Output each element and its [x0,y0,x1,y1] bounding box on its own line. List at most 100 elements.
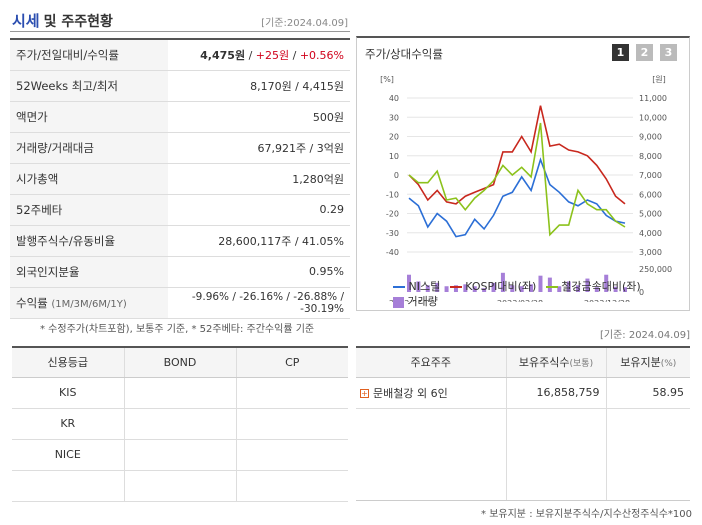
right-tick-label: 7,000 [639,171,662,180]
column-header: 주요주주 [356,346,507,378]
cp-cell [236,408,348,440]
holder-name-cell[interactable]: + 문배철강 외 6인 [356,377,507,409]
volume-tick-label: 250,000 [639,265,672,274]
volume-bar [529,284,534,292]
left-tick-label: -40 [386,248,399,257]
expand-plus-icon[interactable]: + [360,389,369,398]
series-line [408,105,626,205]
base-date-2: [기준: 2024.04.09] [599,330,690,341]
row-label: 거래량/거래대금 [10,132,168,164]
legend-item-kospi: KOSPI대비(좌) [449,280,536,293]
shares-cell: 16,858,759 [506,377,607,409]
volume-bars [407,272,627,292]
bond-cell [124,408,237,440]
right-tick-label: 5,000 [639,210,662,219]
return-value: -9.96% / -26.16% / -26.88% / -30.19% [168,287,350,319]
volume-bar [594,287,599,292]
volume-bar [623,287,627,292]
volume-bar [491,282,496,292]
volume-bar [538,275,543,292]
volume-bar [585,278,590,292]
x-tick-label: 2022/04/29 [389,299,435,302]
row-value: 67,921주 / 3억원 [168,132,350,164]
agency-cell: KR [12,408,125,440]
table-row: 52Weeks 최고/최저 8,170원 / 4,415원 [10,70,350,102]
table-row [12,470,348,502]
pct-cell: 58.95 [606,377,690,409]
row-label: 시가총액 [10,163,168,195]
column-header: 보유지분(%) [606,346,690,378]
chart-grid [407,97,633,253]
series-line [408,157,626,238]
cp-cell [236,470,348,502]
chart-page-2-button[interactable]: 2 [636,44,653,61]
chart-page-1-button[interactable]: 1 [612,44,629,61]
volume-bar [407,274,411,292]
price-info-table: 주가/전일대비/수익률 4,475원 / +25원 / +0.56% 52Wee… [10,38,350,319]
table-row: 주가/전일대비/수익률 4,475원 / +25원 / +0.56% [10,38,350,71]
agency-cell: NICE [12,439,125,471]
row-label: 52주베타 [10,194,168,226]
cp-cell [236,377,348,409]
axis-ticks: 40 11,000 30 10,000 20 9,000 10 8,000 0 7,000 -10 6… [386,94,672,302]
volume-tick-label: 0 [639,288,644,297]
table-row: 시가총액 1,280억원 [10,163,350,195]
row-label: 발행주식수/유동비율 [10,225,168,257]
left-tick-label: 10 [389,152,399,161]
series-lines [408,105,626,238]
price-chart: [%] [원] 40 11,000 30 10,000 20 9,000 10 8,000 0 7… [380,75,672,302]
table-row [356,408,690,501]
row-label: 52Weeks 최고/최저 [10,70,168,102]
table-row: 52주베타 0.29 [10,194,350,226]
table-row: 발행주식수/유동비율 28,600,117주 / 41.05% [10,225,350,257]
left-tick-label: -30 [386,229,399,238]
volume-bar [519,286,524,292]
row-label: 수익률 (1M/3M/6M/1Y) [10,287,168,319]
volume-bar [416,281,421,292]
holding-note: * 보유지분 : 보유지분주식수/지수산정주식수*100 [481,509,692,520]
x-tick-label: 2023/02/28 [497,299,543,302]
table-row: 수익률 (1M/3M/6M/1Y) -9.96% / -26.16% / -26… [10,287,350,319]
column-header: 보유주식수(보통) [506,346,607,378]
row-value: 500원 [168,101,350,133]
volume-bar [435,282,440,292]
base-date: [기준:2024.04.09] [261,18,348,29]
row-label: 외국인지분율 [10,256,168,288]
volume-bar [500,272,505,292]
volume-bar [425,285,430,292]
cp-cell [236,439,348,471]
chart-panel: 주가/상대수익률 1 2 3 [%] [원] 40 11,000 30 10,000 2… [356,36,690,311]
chart-title: 주가/상대수익률 [365,47,443,61]
table-row: KR [12,408,348,440]
legend-item-ni: NI스틸 [393,280,440,293]
x-tick-label: 2023/12/28 [584,299,630,302]
left-tick-label: 20 [389,133,399,142]
left-tick-label: 0 [394,171,399,180]
volume-bar [463,284,468,292]
volume-bar [510,285,515,292]
volume-bar [557,286,562,292]
legend-bar-icon [393,296,404,308]
volume-bar [547,277,552,292]
bond-cell [124,377,237,409]
right-tick-label: 11,000 [639,94,667,103]
volume-bar [444,286,449,292]
legend-line-icon [449,286,462,288]
column-header: BOND [124,346,237,378]
left-tick-label: -20 [386,210,399,219]
left-axis-unit: [%] [380,75,394,84]
row-value: 1,280억원 [168,163,350,195]
row-label: 액면가 [10,101,168,133]
volume-bar [453,285,458,292]
page-subtitle: 및 주주현황 [43,14,113,30]
row-value: 0.29 [168,194,350,226]
section-header: 시세 및 주주현황 [기준:2024.04.09] [10,8,350,32]
price-change-value: 4,475원 / +25원 / +0.56% [168,38,350,71]
row-value: 0.95% [168,256,350,288]
volume-bar [613,286,618,292]
row-label: 주가/전일대비/수익률 [10,38,168,71]
right-axis-unit: [원] [652,75,666,84]
chart-page-3-button[interactable]: 3 [660,44,677,61]
table-row: NICE [12,439,348,471]
left-tick-label: 30 [389,113,399,122]
